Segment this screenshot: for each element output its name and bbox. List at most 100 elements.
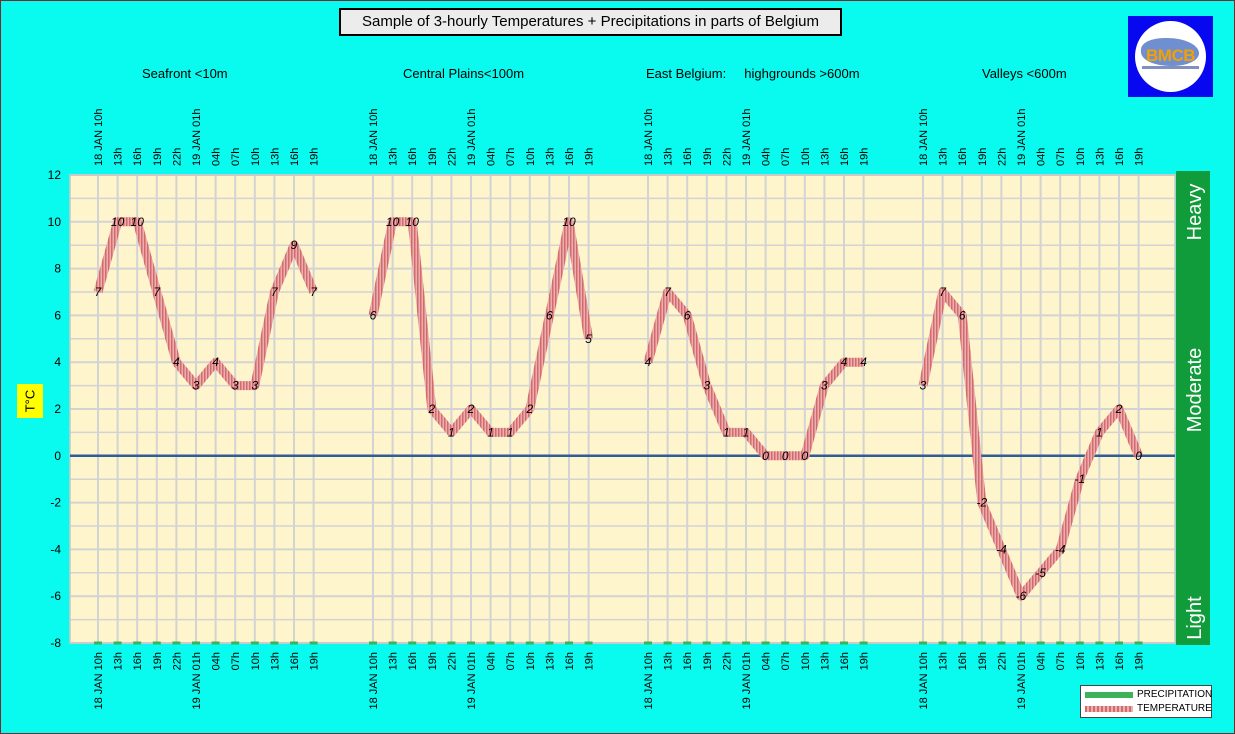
x-tick-label-top: 19h xyxy=(859,148,871,166)
temperature-data-label: -5 xyxy=(1035,566,1046,580)
x-tick-label-bottom: 19h xyxy=(977,652,989,670)
x-tick-label-top: 22h xyxy=(721,148,733,166)
x-tick-label-bottom: 22h xyxy=(721,652,733,670)
temperature-data-label: 7 xyxy=(664,285,672,299)
temperature-data-label: 6 xyxy=(370,308,377,322)
x-tick-label-top: 16h xyxy=(132,148,144,166)
temperature-line xyxy=(918,287,1143,601)
temperature-data-label: 2 xyxy=(427,402,435,416)
x-tick-label-top: 16h xyxy=(1114,148,1126,166)
x-tick-label-bottom: 07h xyxy=(230,652,242,670)
legend-label-precipitation: PRECIPITATION xyxy=(1137,689,1213,700)
x-tick-label-top: 22h xyxy=(996,148,1008,166)
precip-scale-moderate: Moderate xyxy=(1184,348,1206,433)
temperature-data-label: 6 xyxy=(959,308,966,322)
temperature-data-label: 1 xyxy=(743,425,750,439)
legend-item-temperature: TEMPERATURE xyxy=(1085,702,1213,716)
x-tick-label-bottom: 04h xyxy=(211,652,223,670)
logo-subline xyxy=(1142,66,1199,69)
x-tick-label-top: 18 JAN 10h xyxy=(918,109,930,166)
x-tick-label-top: 19h xyxy=(309,148,321,166)
precipitation-scale-band xyxy=(1176,171,1210,645)
x-tick-label-top: 19h xyxy=(702,148,714,166)
x-tick-label-bottom: 13h xyxy=(663,652,675,670)
temperature-data-label: 4 xyxy=(645,355,652,369)
legend: PRECIPITATION TEMPERATURE xyxy=(1080,685,1212,718)
legend-swatch-precipitation xyxy=(1085,692,1133,698)
x-tick-label-top: 19h xyxy=(977,148,989,166)
y-tick-label: -6 xyxy=(50,589,61,603)
precip-scale-light: Light xyxy=(1184,596,1206,640)
plot-border xyxy=(69,174,1176,644)
temperature-data-label: 0 xyxy=(1135,449,1142,463)
temperature-data-label: 4 xyxy=(860,355,867,369)
region-label-central-plains: Central Plains<100m xyxy=(403,66,525,81)
x-tick-label-bottom: 19h xyxy=(702,652,714,670)
x-tick-label-bottom: 10h xyxy=(250,652,262,670)
temperature-data-label: 3 xyxy=(232,379,239,393)
x-tick-label-top: 19h xyxy=(427,148,439,166)
temperature-data-label: 3 xyxy=(251,379,258,393)
x-tick-label-bottom: 04h xyxy=(486,652,498,670)
temperature-data-label: 6 xyxy=(684,308,691,322)
temperature-data-label: -4 xyxy=(996,542,1007,556)
temperature-data-label: 1 xyxy=(487,425,494,439)
temperature-data-label: 7 xyxy=(95,285,103,299)
x-tick-label-bottom: 19h xyxy=(152,652,164,670)
x-tick-label-top: 07h xyxy=(505,148,517,166)
x-tick-label-top: 19 JAN 01h xyxy=(741,109,753,166)
temperature-data-label: 4 xyxy=(212,355,219,369)
x-tick-label-top: 10h xyxy=(525,148,537,166)
x-tick-label-top: 13h xyxy=(663,148,675,166)
temperature-data-label: 3 xyxy=(193,379,200,393)
x-tick-label-bottom: 16h xyxy=(1114,652,1126,670)
x-tick-label-bottom: 19h xyxy=(309,652,321,670)
temperature-data-label: 10 xyxy=(562,215,576,229)
temperature-data-label: 3 xyxy=(703,379,710,393)
temperature-data-label: -6 xyxy=(1016,589,1027,603)
x-tick-label-bottom: 19 JAN 01h xyxy=(1016,652,1028,709)
x-tick-label-bottom: 19h xyxy=(427,652,439,670)
temperature-data-label: 1 xyxy=(723,425,730,439)
x-tick-label-bottom: 16h xyxy=(957,652,969,670)
temperature-data-label: 1 xyxy=(1096,425,1103,439)
x-tick-label-top: 07h xyxy=(780,148,792,166)
x-tick-label-bottom: 04h xyxy=(1036,652,1048,670)
y-tick-label: 4 xyxy=(54,355,61,369)
x-tick-label-top: 19 JAN 01h xyxy=(466,109,478,166)
y-tick-label: 8 xyxy=(54,262,61,276)
x-tick-label-top: 10h xyxy=(800,148,812,166)
x-tick-label-top: 19 JAN 01h xyxy=(191,109,203,166)
x-tick-label-top: 19h xyxy=(1134,148,1146,166)
legend-label-temperature: TEMPERATURE xyxy=(1137,703,1212,714)
x-tick-label-bottom: 16h xyxy=(289,652,301,670)
x-tick-label-bottom: 18 JAN 10h xyxy=(368,652,380,709)
temperature-data-label: 9 xyxy=(291,238,298,252)
x-tick-label-top: 04h xyxy=(1036,148,1048,166)
y-tick-label: -4 xyxy=(50,542,61,556)
logo-text: BMCB xyxy=(1146,46,1196,65)
temperature-data-label: 3 xyxy=(920,379,927,393)
x-tick-label-top: 16h xyxy=(289,148,301,166)
temperature-data-label: 0 xyxy=(801,449,808,463)
x-tick-label-bottom: 10h xyxy=(800,652,812,670)
temperature-data-label: 4 xyxy=(173,355,180,369)
x-tick-label-top: 10h xyxy=(250,148,262,166)
temperature-data-label: -1 xyxy=(1074,472,1085,486)
x-tick-label-top: 13h xyxy=(388,148,400,166)
x-tick-label-top: 16h xyxy=(839,148,851,166)
x-tick-label-top: 13h xyxy=(938,148,950,166)
temperature-data-label: -4 xyxy=(1055,542,1066,556)
x-tick-label-bottom: 16h xyxy=(407,652,419,670)
temperature-data-label: -2 xyxy=(976,496,987,510)
y-tick-label: 12 xyxy=(48,168,62,182)
x-tick-label-bottom: 04h xyxy=(761,652,773,670)
temperature-data-label: 6 xyxy=(546,308,553,322)
x-tick-label-top: 16h xyxy=(682,148,694,166)
temperature-data-label: 0 xyxy=(762,449,769,463)
temperature-data-label: 7 xyxy=(153,285,161,299)
x-tick-label-bottom: 22h xyxy=(996,652,1008,670)
chart-title: Sample of 3-hourly Temperatures + Precip… xyxy=(339,8,842,36)
x-tick-label-top: 18 JAN 10h xyxy=(643,109,655,166)
x-tick-label-top: 07h xyxy=(230,148,242,166)
